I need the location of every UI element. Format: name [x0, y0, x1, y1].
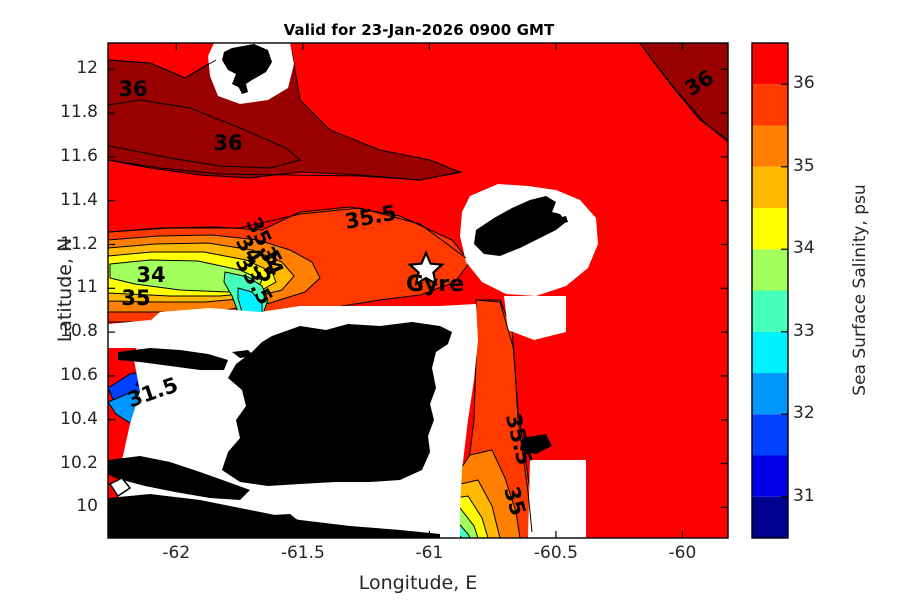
land-venezuela-southwest: [108, 456, 250, 500]
contour-label: 34: [136, 263, 165, 287]
gyre-label: Gyre: [406, 272, 464, 297]
colorbar-tick-label: 31: [793, 485, 815, 506]
gyre-annotation: Gyre: [406, 250, 464, 297]
field-band-36.5-west: [108, 99, 302, 169]
land-southeast-cape: [520, 434, 552, 454]
x-tick-label: -62: [162, 543, 191, 563]
colorbar-band: [752, 290, 788, 332]
colorbar-band: [752, 125, 788, 167]
colorbar-tick-label: 36: [793, 73, 815, 94]
colorbar-band: [752, 496, 788, 538]
colorbar-band: [752, 43, 788, 85]
mask-east-strip: [504, 296, 566, 340]
colorbar-frame: [751, 42, 789, 539]
y-tick-label: 12: [76, 58, 98, 79]
x-tick-label: -61.5: [280, 543, 325, 563]
colorbar-band: [752, 208, 788, 250]
land-venezuela-islet: [256, 514, 300, 524]
y-tick-label: 10.2: [60, 452, 98, 473]
colorbar-tick-label: 33: [793, 320, 815, 341]
colorbar-band: [752, 414, 788, 456]
y-tick-label: 11.4: [60, 189, 98, 210]
y-tick-label: 10: [76, 496, 98, 517]
figure-title: Valid for 23-Jan-2026 0900 GMT: [283, 21, 555, 39]
y-tick-label: 10.4: [60, 408, 98, 429]
colorbar-tick-label: 35: [793, 155, 815, 176]
land-grenada: [222, 44, 272, 88]
colorbar[interactable]: [751, 42, 789, 539]
colorbar-band: [752, 249, 788, 291]
star-icon: [407, 250, 445, 287]
x-tick-label: -61: [415, 543, 444, 563]
contour-label: 35: [121, 286, 150, 310]
colorbar-band: [752, 166, 788, 208]
colorbar-band: [752, 455, 788, 497]
contour-label: 36: [118, 77, 147, 101]
colorbar-band: [752, 373, 788, 415]
contour-label: 36: [213, 131, 242, 155]
mask-west-notch: [108, 320, 150, 348]
land-tobago-islet: [558, 216, 568, 224]
colorbar-tick-label: 32: [793, 403, 815, 424]
land-trinidad: [222, 322, 452, 486]
contour-field: [108, 43, 728, 538]
y-tick-label: 11: [76, 277, 98, 298]
colorbar-band: [752, 84, 788, 126]
x-tick-label: -60.5: [533, 543, 578, 563]
y-tick-label: 10.6: [60, 364, 98, 385]
colorbar-bands: [752, 43, 788, 538]
y-tick-marks: [108, 68, 728, 508]
contour-lines: [108, 43, 728, 533]
mask-southeast-corner: [528, 460, 586, 538]
land-grenada-tail: [238, 84, 248, 94]
x-tick-marks: [175, 43, 684, 538]
y-tick-label: 11.8: [60, 102, 98, 123]
colorbar-tick-label: 34: [793, 238, 815, 259]
land-tobago: [474, 196, 566, 256]
y-tick-label: 11.2: [60, 233, 98, 254]
land-trinidad-nw-peninsula: [118, 348, 228, 370]
colorbar-tick-marks: [781, 83, 788, 498]
x-tick-label: -60: [668, 543, 697, 563]
colorbar-band: [752, 331, 788, 373]
y-tick-label: 11.6: [60, 145, 98, 166]
land-marker-diamond: [108, 477, 132, 498]
y-tick-label: 10.8: [60, 321, 98, 342]
colorbar-axis-label: Sea Surface Salinity, psu: [850, 184, 870, 396]
axes-frame: [107, 42, 729, 539]
land-trinidad-islets: [232, 346, 274, 358]
x-axis-label: Longitude, E: [358, 572, 478, 594]
